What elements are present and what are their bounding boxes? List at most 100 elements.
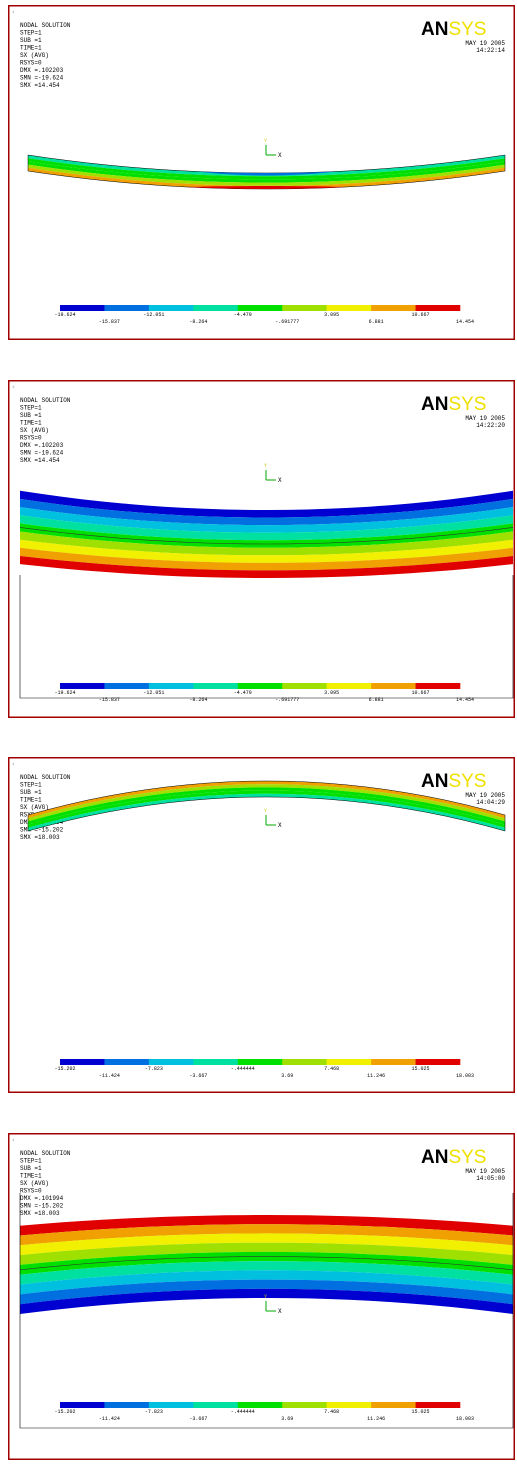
legend-swatch bbox=[415, 683, 461, 689]
info-line: RSYS=0 bbox=[20, 1188, 42, 1195]
triad-x-label: X bbox=[278, 1308, 282, 1315]
logo-an: AN bbox=[421, 771, 448, 792]
info-line: NODAL SOLUTION bbox=[20, 397, 71, 404]
contour-band bbox=[28, 167, 505, 189]
legend-label: -7.823 bbox=[145, 1409, 163, 1415]
legend-swatch bbox=[237, 683, 283, 689]
legend-label: -.444444 bbox=[231, 1409, 255, 1415]
legend-label: -12.051 bbox=[143, 690, 164, 696]
contour-band bbox=[28, 787, 505, 825]
triad-x-label: X bbox=[278, 152, 282, 159]
contour-band bbox=[28, 155, 505, 177]
contour-band bbox=[28, 784, 505, 822]
legend-label: -.691777 bbox=[275, 319, 299, 325]
legend-swatch bbox=[148, 683, 194, 689]
model-frame bbox=[19, 575, 514, 699]
legend-swatch bbox=[104, 683, 150, 689]
info-line: SX (AVG) bbox=[20, 427, 49, 434]
info-line: SUB =1 bbox=[20, 37, 42, 44]
info-line: DMX =.102203 bbox=[20, 442, 64, 449]
legend-swatch bbox=[104, 1402, 150, 1408]
legend-swatch bbox=[237, 1402, 283, 1408]
legend-swatch bbox=[193, 1059, 239, 1065]
info-line: TIME=1 bbox=[20, 1173, 42, 1180]
info-line: DMX =.101994 bbox=[20, 1195, 64, 1202]
ansys-logo: ANSYS bbox=[421, 771, 486, 792]
contour-band bbox=[20, 1270, 513, 1295]
date: MAY 19 2005 bbox=[465, 415, 505, 422]
legend-label: -15.837 bbox=[99, 319, 120, 325]
legend-swatch bbox=[282, 683, 327, 689]
contour-band bbox=[20, 531, 513, 556]
date: MAY 19 2005 bbox=[465, 40, 505, 47]
contour-band bbox=[20, 1224, 513, 1246]
legend-label: -8.264 bbox=[189, 697, 207, 703]
info-line: SMN =-19.624 bbox=[20, 450, 64, 457]
contour-band bbox=[20, 547, 513, 571]
logo-an: AN bbox=[421, 19, 448, 40]
legend-label: -4.479 bbox=[234, 312, 252, 318]
ansys-logo: ANSYS bbox=[421, 394, 486, 415]
legend-label: -15.202 bbox=[54, 1409, 75, 1415]
info-line: NODAL SOLUTION bbox=[20, 1150, 71, 1157]
legend-label: -15.837 bbox=[99, 697, 120, 703]
legend-label: 10.667 bbox=[412, 690, 430, 696]
info-line: STEP=1 bbox=[20, 1158, 42, 1165]
info-line: SUB =1 bbox=[20, 789, 42, 796]
contour-band bbox=[28, 164, 505, 186]
beam-outline bbox=[27, 154, 506, 190]
legend-label: -19.624 bbox=[54, 690, 75, 696]
legend-swatch bbox=[326, 1402, 372, 1408]
legend-label: 18.003 bbox=[456, 1416, 474, 1422]
legend-swatch bbox=[282, 1059, 327, 1065]
time: 14:05:00 bbox=[476, 1175, 505, 1182]
contour-band bbox=[20, 507, 513, 533]
contour-band bbox=[28, 781, 505, 819]
legend-swatch bbox=[326, 1059, 372, 1065]
legend-label: 14.454 bbox=[456, 697, 474, 703]
info-line: DMX =.102203 bbox=[20, 67, 64, 74]
info-line: SMN =-15.202 bbox=[20, 1203, 64, 1210]
time: 14:22:20 bbox=[476, 422, 505, 429]
legend-swatch bbox=[237, 1059, 283, 1065]
legend-label: -.444444 bbox=[231, 1066, 255, 1072]
info-line: SUB =1 bbox=[20, 412, 42, 419]
contour-band bbox=[20, 539, 513, 563]
ansys-logo: ANSYS bbox=[421, 19, 486, 40]
legend-swatch bbox=[237, 305, 283, 311]
info-line: SX (AVG) bbox=[20, 52, 49, 59]
time: 14:22:14 bbox=[476, 47, 505, 54]
legend-label: 7.468 bbox=[324, 1409, 339, 1415]
info-line: SMX =14.454 bbox=[20, 457, 60, 464]
contour-band bbox=[28, 793, 505, 831]
legend-swatch bbox=[415, 1402, 461, 1408]
logo-sys: SYS bbox=[448, 1147, 486, 1168]
logo-sys: SYS bbox=[448, 394, 486, 415]
legend-label: 18.003 bbox=[456, 1073, 474, 1079]
logo-sys: SYS bbox=[448, 771, 486, 792]
legend-label: -11.424 bbox=[99, 1416, 120, 1422]
contour-lens bbox=[196, 171, 337, 176]
legend-swatch bbox=[193, 1402, 239, 1408]
time: 14:04:29 bbox=[476, 799, 505, 806]
legend-label: 3.69 bbox=[281, 1416, 293, 1422]
legend-swatch bbox=[282, 305, 327, 311]
legend-label: 10.667 bbox=[412, 312, 430, 318]
info-line: STEP=1 bbox=[20, 405, 42, 412]
contour-band bbox=[28, 158, 505, 180]
legend-label: 11.246 bbox=[367, 1073, 385, 1079]
legend-swatch bbox=[60, 1059, 105, 1065]
panel-number: 1 bbox=[12, 763, 15, 767]
info-line: TIME=1 bbox=[20, 420, 42, 427]
contour-band bbox=[20, 1261, 513, 1285]
legend-swatch bbox=[60, 305, 105, 311]
neutral-line bbox=[19, 527, 514, 545]
triad-y-label: Y bbox=[264, 808, 267, 814]
legend-swatch bbox=[282, 1402, 327, 1408]
info-line: SMX =18.003 bbox=[20, 1210, 60, 1217]
beam-outline bbox=[27, 780, 506, 832]
legend-label: -12.051 bbox=[143, 312, 164, 318]
info-line: SMN =-19.624 bbox=[20, 75, 64, 82]
